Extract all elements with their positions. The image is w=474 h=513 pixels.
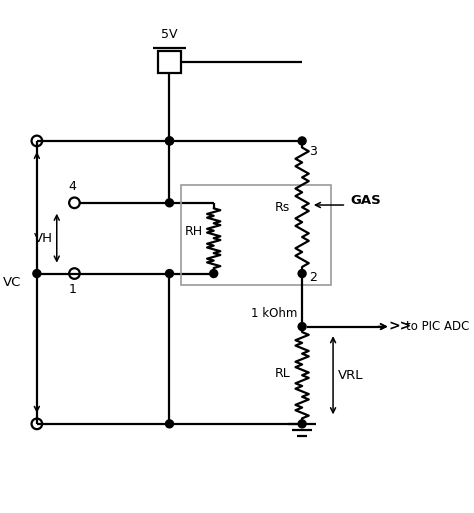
Circle shape: [33, 269, 41, 278]
Circle shape: [165, 420, 173, 428]
Text: RL: RL: [274, 366, 290, 380]
Text: >>: >>: [388, 320, 411, 333]
Bar: [181, 185, 331, 285]
Circle shape: [210, 269, 218, 278]
Text: 4: 4: [68, 180, 76, 193]
Bar: [158, 51, 181, 73]
Text: 3: 3: [309, 145, 317, 159]
Text: to PIC ADC: to PIC ADC: [406, 320, 469, 333]
Circle shape: [298, 137, 306, 145]
Circle shape: [165, 137, 173, 145]
Circle shape: [165, 199, 173, 207]
Text: VRL: VRL: [337, 369, 363, 382]
Circle shape: [298, 420, 306, 428]
Text: Rs: Rs: [274, 201, 290, 214]
Circle shape: [165, 269, 173, 278]
Text: RH: RH: [185, 225, 203, 238]
Text: 1 kOhm: 1 kOhm: [251, 307, 298, 320]
Text: 2: 2: [309, 271, 317, 284]
Text: 1: 1: [68, 283, 76, 297]
Circle shape: [165, 137, 173, 145]
Circle shape: [298, 323, 306, 330]
Text: 5V: 5V: [161, 28, 178, 42]
Circle shape: [298, 269, 306, 278]
Text: GAS: GAS: [351, 194, 382, 207]
Text: VC: VC: [3, 276, 21, 289]
Text: VH: VH: [34, 232, 53, 245]
